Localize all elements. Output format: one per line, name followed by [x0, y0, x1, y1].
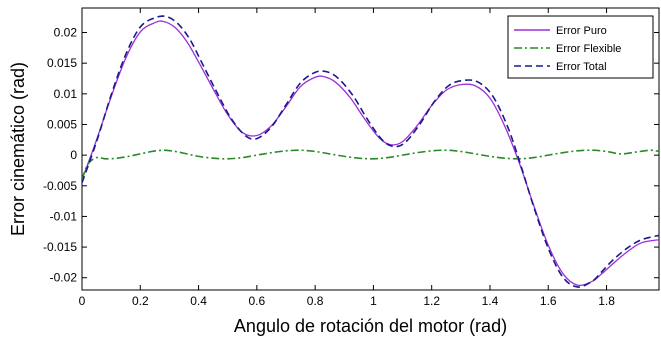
y-tick-label: -0.02	[50, 271, 78, 285]
legend-label: Error Puro	[556, 25, 607, 37]
y-tick-label: 0.005	[47, 117, 77, 131]
y-axis-title: Error cinemático (rad)	[8, 62, 28, 236]
y-tick-label: 0.01	[54, 87, 78, 101]
x-tick-label: 0.8	[307, 294, 324, 308]
series-lines	[82, 15, 659, 288]
series-line-error-total	[82, 15, 659, 288]
x-tick-label: 0.4	[190, 294, 207, 308]
y-tick-label: 0	[70, 148, 77, 162]
y-tick-label: -0.005	[43, 179, 77, 193]
axis-ticks: 0 0.2 0.4 0.6 0.8 1 1.2 1.4 1.6 1.8 0.02 0.015 0.01 0…	[43, 8, 659, 308]
legend-box	[507, 15, 654, 79]
plot-border	[81, 7, 660, 291]
y-tick-label: 0.015	[47, 56, 77, 70]
x-tick-label: 0.6	[249, 294, 266, 308]
y-tick-label: -0.01	[50, 209, 78, 223]
legend: Error Puro Error Flexible Error Total	[507, 15, 654, 79]
x-tick-label: 1.6	[540, 294, 557, 308]
x-tick-label: 1.8	[598, 294, 615, 308]
y-tick-label: 0.02	[54, 26, 78, 40]
series-line-error-puro	[82, 20, 659, 287]
legend-label: Error Flexible	[556, 43, 621, 55]
x-tick-label: 1	[370, 294, 377, 308]
plot-frame	[81, 7, 660, 291]
y-tick-label: -0.015	[43, 240, 77, 254]
x-axis-title: Angulo de rotación del motor (rad)	[234, 316, 507, 336]
x-tick-label: 0	[79, 294, 86, 308]
x-tick-label: 1.4	[482, 294, 499, 308]
series-line-error-flexible	[82, 149, 659, 180]
x-tick-label: 1.2	[423, 294, 440, 308]
x-tick-label: 0.2	[132, 294, 149, 308]
legend-label: Error Total	[556, 61, 607, 73]
